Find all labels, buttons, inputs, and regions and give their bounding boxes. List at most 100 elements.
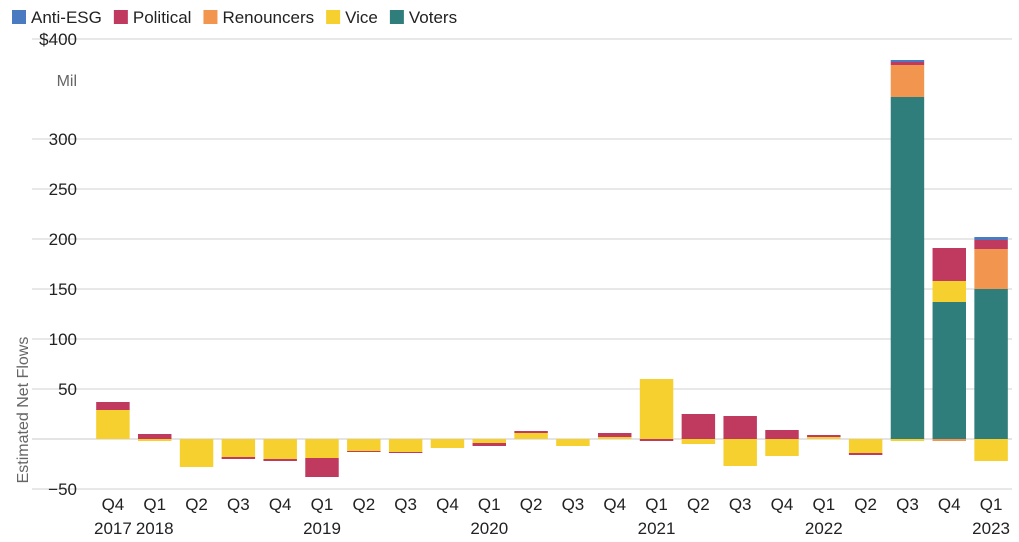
bar-segment <box>263 439 297 459</box>
bar-segment <box>96 402 130 410</box>
x-tick-quarter: Q4 <box>771 495 794 514</box>
bar-segment <box>138 439 172 441</box>
bar-segment <box>556 439 590 446</box>
x-axis: Q4 2017 Q1 2018 Q2 Q3 Q4 Q1 2019 Q2 Q3 Q4 Q1 2020 Q2 Q3… <box>94 495 1010 538</box>
bar-segment <box>681 414 716 439</box>
bar-segment <box>890 439 925 441</box>
bar-segment <box>598 433 632 437</box>
legend-item: Renouncers <box>203 8 314 27</box>
x-tick-year: 2022 <box>805 519 843 538</box>
bar-segment <box>807 435 841 437</box>
x-tick-quarter: Q1 <box>812 495 835 514</box>
bar-segment <box>974 237 1008 240</box>
bar-segment <box>347 451 381 452</box>
legend-swatch <box>326 10 341 24</box>
legend-swatch <box>113 10 128 24</box>
legend-label: Vice <box>345 8 378 27</box>
x-tick-quarter: Q3 <box>896 495 919 514</box>
bar-segment <box>305 439 339 458</box>
y-tick-label: 100 <box>49 330 77 349</box>
legend-label: Anti-ESG <box>31 8 102 27</box>
bar-segment <box>890 60 925 62</box>
x-tick-quarter: Q1 <box>980 495 1003 514</box>
x-tick-quarter: Q3 <box>394 495 417 514</box>
x-tick-year: 2018 <box>136 519 174 538</box>
legend-item: Anti-ESG <box>12 8 102 27</box>
bar-segment <box>263 459 297 461</box>
y-tick-label: $400 <box>39 30 77 49</box>
bar-segment <box>388 452 423 453</box>
x-tick-quarter: Q2 <box>854 495 877 514</box>
bar-segment <box>681 439 716 444</box>
bar-segment <box>639 439 674 441</box>
y-tick-label: −50 <box>48 480 77 499</box>
bar-segment <box>974 240 1008 249</box>
bar-segment <box>765 439 799 456</box>
x-tick-quarter: Q3 <box>562 495 585 514</box>
x-tick-quarter: Q2 <box>185 495 208 514</box>
bar-segment <box>974 289 1008 439</box>
x-tick-year: 2019 <box>303 519 341 538</box>
bar-segment <box>514 433 548 439</box>
bar-segment <box>221 439 256 457</box>
y-tick-label: 150 <box>49 280 77 299</box>
bar-segment <box>388 439 423 452</box>
x-tick-year: 2021 <box>638 519 676 538</box>
x-tick-quarter: Q4 <box>102 495 125 514</box>
bar-segment <box>723 416 757 439</box>
x-tick-quarter: Q2 <box>352 495 375 514</box>
legend-swatch <box>203 10 218 24</box>
bar-segment <box>974 249 1008 289</box>
bar-segment <box>472 443 506 446</box>
bar-segment <box>890 65 925 97</box>
bar-segment <box>932 248 966 281</box>
x-tick-quarter: Q1 <box>143 495 166 514</box>
x-tick-quarter: Q1 <box>645 495 668 514</box>
legend-label: Political <box>133 8 192 27</box>
bar-segment <box>807 437 841 439</box>
bar-segment <box>848 453 883 455</box>
y-tick-label: 50 <box>58 380 77 399</box>
bar-segment <box>639 379 674 439</box>
x-tick-quarter: Q4 <box>603 495 626 514</box>
x-tick-year: 2017 <box>94 519 132 538</box>
bar-segment <box>890 97 925 439</box>
x-tick-quarter: Q1 <box>311 495 334 514</box>
y-axis-title: Estimated Net Flows <box>15 337 32 484</box>
x-tick-quarter: Q2 <box>687 495 710 514</box>
bar-segment <box>221 457 256 459</box>
gridlines <box>32 38 1012 490</box>
legend-item: Voters <box>389 8 457 27</box>
bar-segment <box>890 62 925 65</box>
legend-label: Voters <box>409 8 457 27</box>
y-axis-unit: Mil <box>57 73 77 90</box>
bar-segment <box>932 281 966 302</box>
bar-segment <box>347 439 381 451</box>
y-tick-label: 200 <box>49 230 77 249</box>
x-tick-year: 2023 <box>972 519 1010 538</box>
x-tick-quarter: Q3 <box>729 495 752 514</box>
bar-segment <box>932 439 966 441</box>
x-tick-quarter: Q3 <box>227 495 250 514</box>
bars <box>96 60 1008 477</box>
bar-segment <box>96 410 130 439</box>
bar-segment <box>932 302 966 439</box>
bar-segment <box>430 439 465 448</box>
bar-segment <box>974 439 1008 461</box>
y-tick-label: 300 <box>49 130 77 149</box>
bar-segment <box>598 437 632 439</box>
y-axis: −50 50 100 150 200 250 300 $400 <box>39 30 77 499</box>
legend: Anti-ESG Political Renouncers Vice Voters <box>12 8 457 27</box>
x-tick-quarter: Q2 <box>520 495 543 514</box>
bar-segment <box>848 439 883 453</box>
legend-item: Vice <box>326 8 378 27</box>
legend-label: Renouncers <box>222 8 314 27</box>
bar-segment <box>305 458 339 477</box>
bar-segment <box>472 439 506 443</box>
bar-segment <box>765 430 799 439</box>
legend-item: Political <box>113 8 192 27</box>
x-tick-quarter: Q4 <box>269 495 292 514</box>
bar-segment <box>179 439 214 467</box>
legend-swatch <box>12 10 26 24</box>
y-tick-label: 250 <box>49 180 77 199</box>
